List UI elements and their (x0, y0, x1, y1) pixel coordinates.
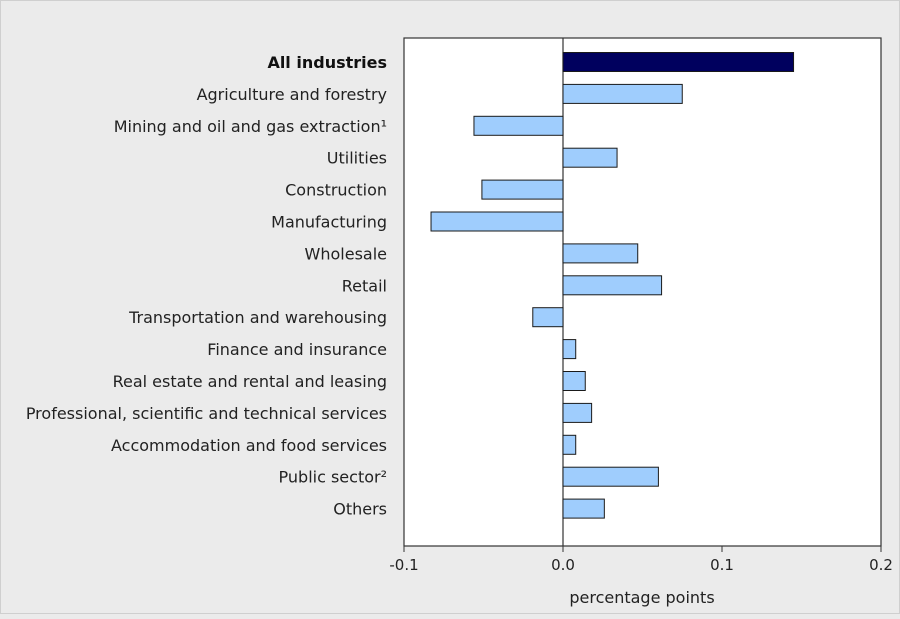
bar-11 (562, 402, 593, 423)
category-label-14: Others (333, 500, 387, 519)
bar-9 (562, 339, 577, 360)
category-label-9: Finance and insurance (207, 340, 387, 359)
category-label-4: Construction (285, 181, 387, 200)
category-label-13: Public sector² (279, 468, 387, 487)
bar-8 (532, 307, 564, 328)
x-tick-label-1: 0.0 (551, 556, 575, 574)
bar-7 (562, 275, 663, 296)
x-axis-title: percentage points (569, 588, 714, 607)
category-label-5: Manufacturing (271, 213, 387, 232)
category-label-8: Transportation and warehousing (128, 308, 387, 327)
category-label-11: Professional, scientific and technical s… (26, 404, 387, 423)
bar-2 (473, 115, 564, 136)
category-label-2: Mining and oil and gas extraction¹ (114, 117, 387, 136)
bar-10 (562, 371, 586, 391)
category-label-7: Retail (342, 276, 387, 295)
bar-4 (481, 179, 564, 200)
x-tick-label-0: -0.1 (389, 556, 418, 574)
bar-1 (562, 83, 683, 104)
x-tick-label-3: 0.2 (869, 556, 893, 574)
category-label-3: Utilities (327, 149, 387, 168)
bar-12 (562, 434, 577, 455)
bar-13 (562, 466, 659, 487)
bar-14 (562, 498, 605, 519)
bars-group (430, 38, 795, 546)
bar-6 (562, 243, 639, 264)
x-tick-label-2: 0.1 (710, 556, 734, 574)
category-label-12: Accommodation and food services (111, 436, 387, 455)
x-axis-ticks: -0.1 0.0 0.1 0.2 (389, 546, 893, 574)
category-labels: All industries Agriculture and forestry Mi… (26, 53, 387, 519)
category-label-6: Wholesale (305, 244, 387, 263)
category-label-1: Agriculture and forestry (197, 85, 387, 104)
category-label-10: Real estate and rental and leasing (113, 372, 387, 391)
category-label-0: All industries (267, 53, 387, 72)
bar-5 (430, 211, 564, 232)
bar-3 (562, 147, 618, 168)
bar-0 (562, 52, 795, 72)
